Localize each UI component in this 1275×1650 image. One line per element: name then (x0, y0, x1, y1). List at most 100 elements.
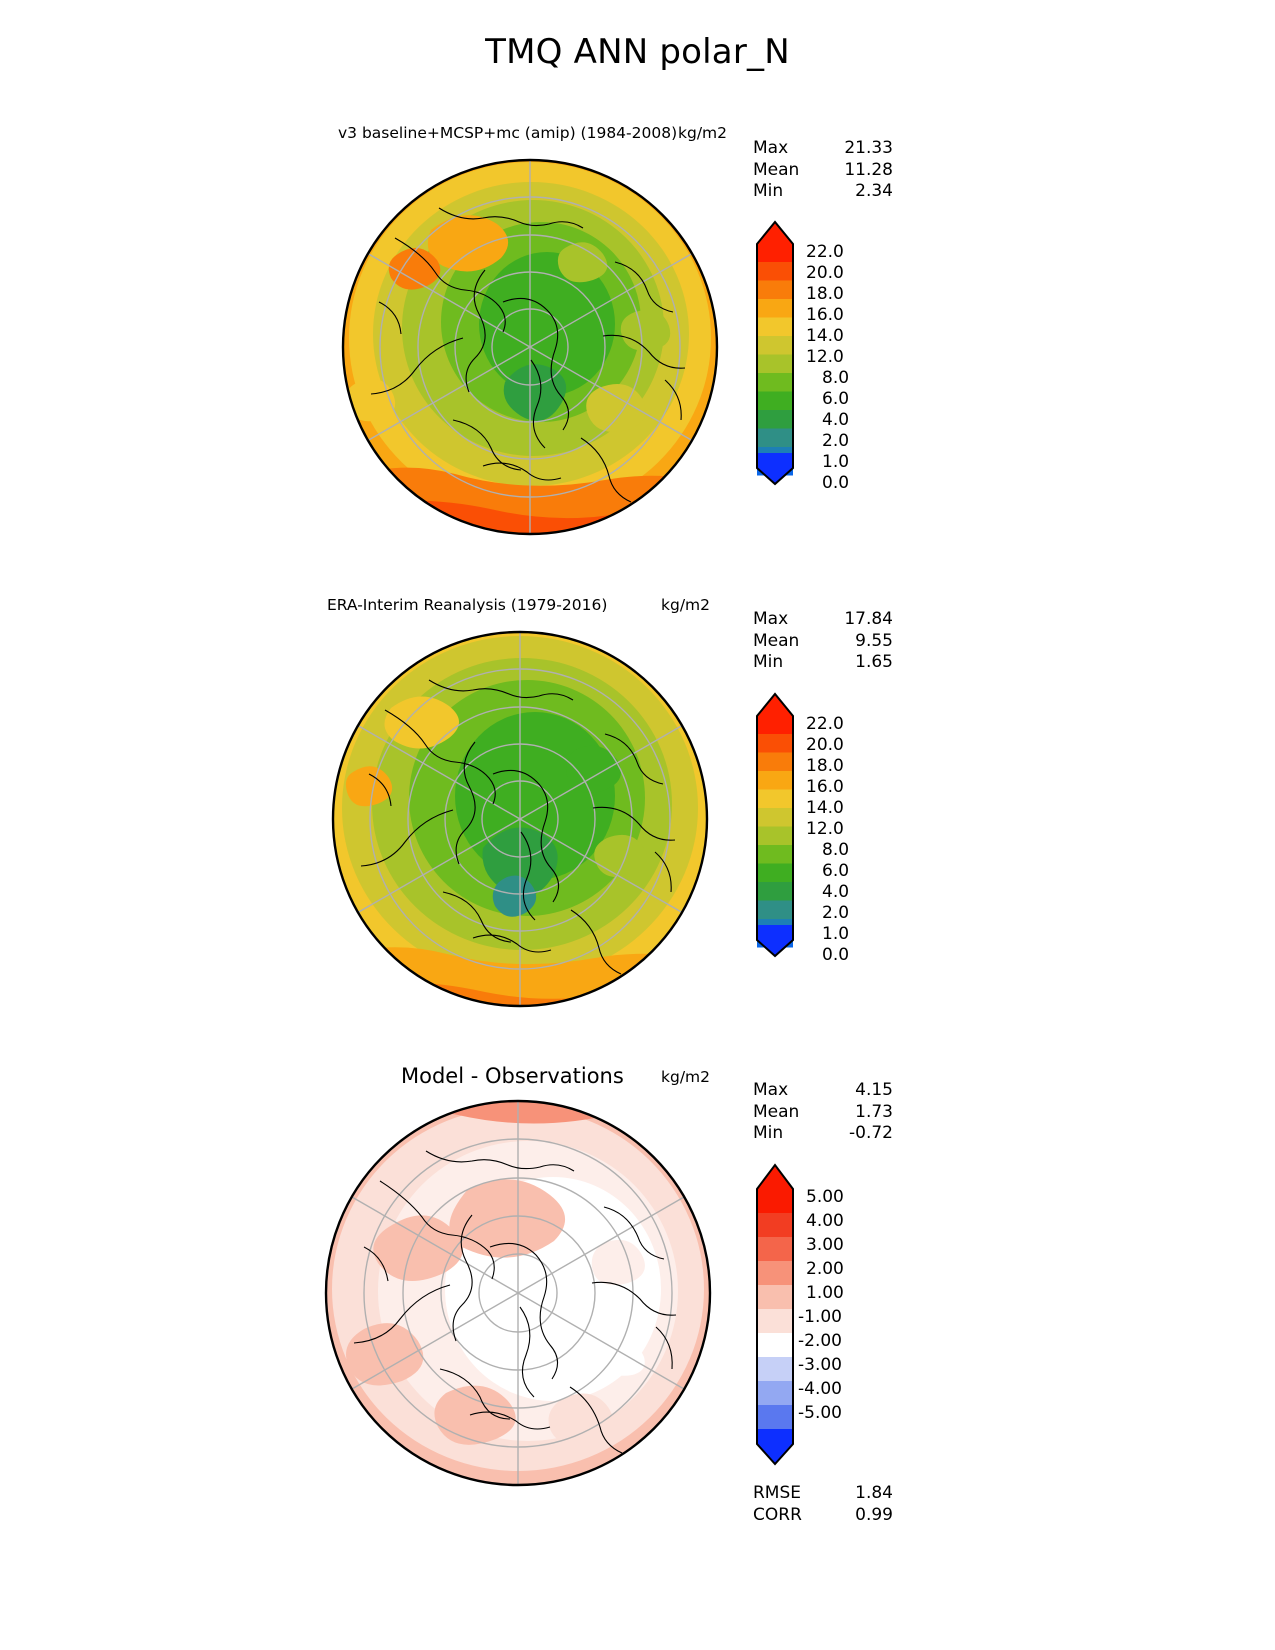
stat-value: 2.34 (855, 181, 893, 201)
obs-graticule (356, 632, 684, 1006)
panel-model-title: v3 baseline+MCSP+mc (amip) (1984-2008) (338, 124, 678, 142)
model-graticule (366, 160, 694, 534)
metric-value: 1.84 (855, 1483, 893, 1503)
polar-map-model-svg (341, 158, 719, 536)
metric-label: RMSE (753, 1483, 802, 1503)
colorbar-model-svg (756, 220, 794, 486)
panel-model-units: kg/m2 (678, 124, 727, 142)
colorbar-model-bands (756, 220, 794, 486)
cbar-tick: 1.0 (822, 924, 850, 944)
cbar-tick: 1.0 (822, 452, 850, 472)
stat-label: Max (753, 1080, 789, 1100)
cbar-tick: 22.0 (806, 242, 844, 262)
stat-label: Max (753, 609, 789, 629)
panel-obs-units: kg/m2 (661, 596, 710, 614)
cbar-tick: 14.0 (806, 326, 844, 346)
stat-value: 17.84 (844, 609, 893, 629)
cbar-tick: 18.0 (806, 756, 844, 776)
cbar-tick: 14.0 (806, 798, 844, 818)
cbar-tick: -2.00 (798, 1331, 842, 1351)
polar-map-model[interactable] (335, 152, 725, 542)
cbar-tick: 22.0 (806, 714, 844, 734)
stat-row: Mean 11.28 (753, 160, 893, 182)
cbar-tick: 4.0 (822, 410, 850, 430)
cbar-tick: 5.00 (806, 1187, 844, 1207)
cbar-tick: 12.0 (806, 819, 844, 839)
stat-value: 1.65 (855, 652, 893, 672)
figure-title: TMQ ANN polar_N (485, 32, 790, 72)
cbar-tick: 4.0 (822, 882, 850, 902)
cbar-tick: 20.0 (806, 263, 844, 283)
diff-map-border (324, 1099, 712, 1487)
cbar-tick: 20.0 (806, 735, 844, 755)
cbar-tick: -5.00 (798, 1403, 842, 1423)
model-coastlines (370, 207, 686, 503)
cbar-tick: 16.0 (806, 305, 844, 325)
stat-label: Max (753, 138, 789, 158)
cbar-tick: 18.0 (806, 284, 844, 304)
polar-map-obs-svg (331, 630, 709, 1008)
stat-value: 1.73 (855, 1101, 893, 1122)
stat-label: Mean (753, 1101, 800, 1122)
stat-value: 21.33 (844, 138, 893, 158)
panel-diff-stats: Max 4.15 Mean 1.73 Min -0.72 (753, 1080, 893, 1145)
diff-coastlines (353, 1150, 677, 1454)
cbar-tick: 2.0 (822, 431, 850, 451)
polar-map-diff-svg (324, 1099, 712, 1487)
colorbar-model[interactable] (753, 216, 797, 488)
stat-label: Mean (753, 630, 800, 651)
cbar-tick: 8.0 (822, 840, 850, 860)
metric-label: CORR (753, 1504, 802, 1525)
colorbar-model-labels: 22.0 20.0 18.0 16.0 14.0 12.0 8.0 6.0 4.… (806, 216, 916, 492)
model-map-border (341, 158, 719, 536)
stat-row: Max 21.33 (753, 138, 893, 160)
polar-map-obs[interactable] (325, 624, 715, 1014)
cbar-tick: 1.00 (806, 1283, 844, 1303)
stat-value: 11.28 (844, 159, 893, 180)
panel-obs-stats: Max 17.84 Mean 9.55 Min 1.65 (753, 609, 893, 674)
cbar-tick: 4.00 (806, 1211, 844, 1231)
skill-metrics: RMSE 1.84 CORR 0.99 (753, 1483, 893, 1526)
cbar-tick: 8.0 (822, 368, 850, 388)
colorbar-diff-labels: 5.00 4.00 3.00 2.00 1.00 -1.00 -2.00 -3.… (798, 1157, 916, 1472)
cbar-tick: -4.00 (798, 1379, 842, 1399)
stat-row: Max 4.15 (753, 1080, 893, 1102)
stat-value: 9.55 (855, 630, 893, 651)
stat-label: Min (753, 652, 784, 672)
colorbar-diff-svg (756, 1163, 794, 1466)
colorbar-obs-svg (756, 692, 794, 958)
cbar-tick: -3.00 (798, 1355, 842, 1375)
cbar-tick: 0.0 (822, 473, 850, 493)
metric-row: RMSE 1.84 (753, 1483, 893, 1505)
colorbar-obs-bands (756, 692, 794, 958)
cbar-tick: 16.0 (806, 777, 844, 797)
panel-diff-title: Model - Observations (401, 1064, 624, 1088)
colorbar-diff[interactable] (753, 1157, 797, 1472)
metric-row: CORR 0.99 (753, 1505, 893, 1527)
stat-row: Mean 9.55 (753, 631, 893, 653)
stat-row: Mean 1.73 (753, 1102, 893, 1124)
panel-obs-title: ERA-Interim Reanalysis (1979-2016) (327, 596, 608, 614)
cbar-tick: 12.0 (806, 347, 844, 367)
cbar-tick: 6.0 (822, 389, 850, 409)
stat-value: -0.72 (849, 1123, 893, 1143)
obs-coastlines (360, 679, 676, 975)
cbar-tick: 2.0 (822, 903, 850, 923)
obs-map-border (331, 630, 709, 1008)
stat-label: Min (753, 1123, 784, 1143)
colorbar-obs-labels: 22.0 20.0 18.0 16.0 14.0 12.0 8.0 6.0 4.… (806, 688, 916, 964)
colorbar-obs[interactable] (753, 688, 797, 960)
cbar-tick: 6.0 (822, 861, 850, 881)
stat-row: Max 17.84 (753, 609, 893, 631)
cbar-tick: 3.00 (806, 1235, 844, 1255)
cbar-tick: 2.00 (806, 1259, 844, 1279)
stat-row: Min 2.34 (753, 181, 893, 203)
stat-label: Min (753, 181, 784, 201)
cbar-tick: -1.00 (798, 1307, 842, 1327)
stat-value: 4.15 (855, 1080, 893, 1100)
stat-row: Min -0.72 (753, 1123, 893, 1145)
stat-label: Mean (753, 159, 800, 180)
polar-map-diff[interactable] (318, 1093, 718, 1493)
stat-row: Min 1.65 (753, 652, 893, 674)
panel-diff-units: kg/m2 (661, 1068, 710, 1086)
